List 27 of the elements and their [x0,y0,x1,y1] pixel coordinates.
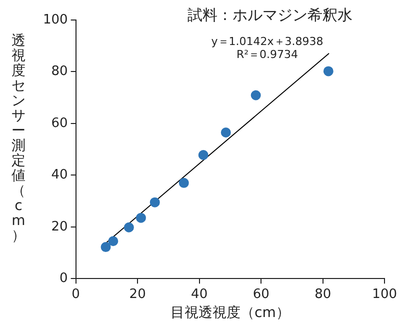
point [124,222,134,232]
y-tick-label: 20 [51,219,68,234]
y-tick-label: 0 [60,270,68,286]
point [323,66,334,76]
chart-title: 試料：ホルマジン希釈水 [188,6,353,24]
x-tick-label: 100 [372,286,398,302]
annotation: R²＝0.9734 [236,48,298,61]
point [150,197,160,208]
x-axis-title: 目視透視度（cm） [170,305,290,322]
x-tick-label: 20 [129,286,146,302]
y-tick-label: 60 [51,116,68,131]
point [220,127,231,138]
point [178,178,189,188]
point [100,242,111,252]
point [250,90,261,100]
x-tick-label: 60 [252,286,270,302]
point [136,212,146,223]
y-tick-label: 80 [51,64,68,80]
x-tick-label: 80 [314,286,332,302]
annotation: y＝1.0142x＋3.8938 [211,34,324,48]
text: 透視度センサー測定値（cm） [12,33,26,244]
x-tick-label: 40 [191,286,208,302]
x-tick-label: 0 [72,286,80,302]
point [108,236,118,246]
point [198,150,208,160]
y-tick-label: 100 [42,12,68,28]
y-tick-label: 40 [51,168,68,183]
